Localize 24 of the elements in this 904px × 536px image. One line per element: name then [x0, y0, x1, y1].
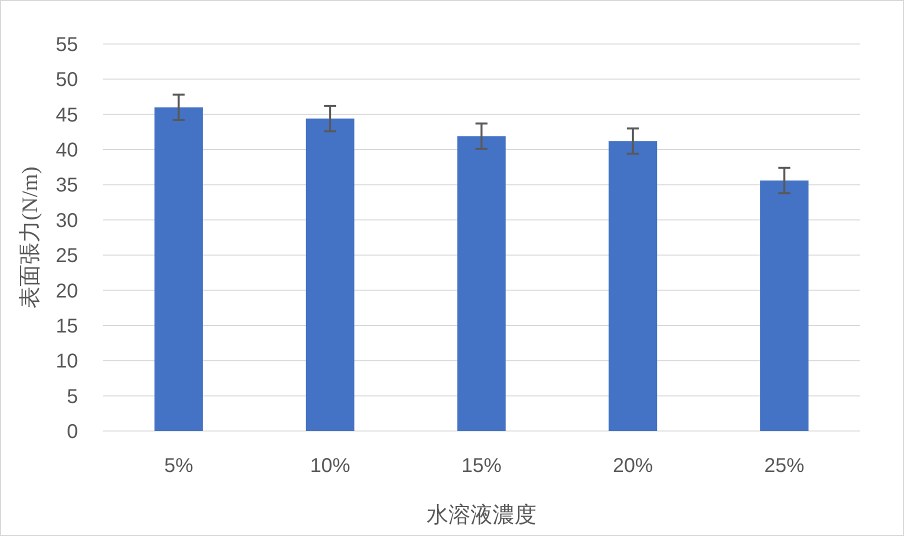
x-axis-title: 水溶液濃度: [426, 502, 536, 527]
y-tick-label: 20: [56, 280, 78, 302]
y-tick-label: 25: [56, 245, 78, 268]
y-tick-label: 55: [56, 34, 78, 56]
y-axis-title: 表面張力(N/m): [17, 166, 42, 308]
y-tick-label: 35: [56, 174, 78, 197]
y-tick-label: 30: [56, 210, 78, 232]
x-tick-label: 15%: [461, 455, 502, 477]
y-tick-label: 50: [56, 69, 78, 92]
y-tick-label: 10: [56, 350, 78, 373]
y-tick-label: 15: [56, 315, 78, 338]
bar: [760, 180, 809, 431]
y-tick-label: 45: [56, 104, 78, 126]
x-tick-label: 20%: [612, 455, 654, 477]
y-tick-label: 40: [56, 140, 78, 162]
x-tick-label: 25%: [764, 455, 805, 477]
x-tick-label: 10%: [310, 455, 350, 477]
bar: [306, 118, 354, 431]
bar: [608, 141, 658, 431]
y-tick-label: 0: [66, 421, 78, 443]
x-tick-label: 5%: [164, 455, 194, 477]
bar: [457, 136, 506, 431]
y-tick-label: 5: [66, 386, 78, 408]
bar: [154, 107, 203, 431]
